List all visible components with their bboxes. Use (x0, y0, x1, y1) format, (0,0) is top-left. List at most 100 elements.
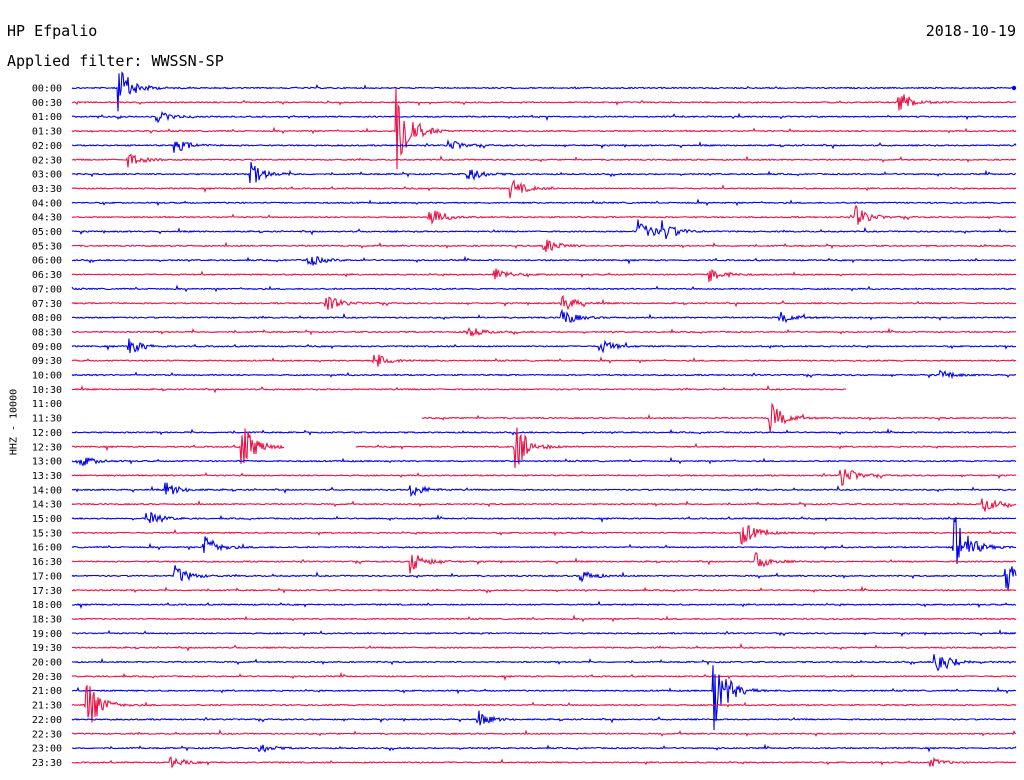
row-time-label: 08:00 (32, 313, 62, 324)
trace-line (71, 179, 1017, 199)
row-time-label: 12:30 (32, 442, 62, 453)
trace-line (71, 162, 1017, 184)
row-time-label: 07:00 (32, 284, 62, 295)
trace-line (71, 427, 1017, 469)
row-time-label: 01:30 (32, 127, 62, 138)
row-time-label: 21:00 (32, 686, 62, 697)
trace-line (71, 629, 1017, 637)
trace-line (71, 326, 1017, 337)
row-time-label: 05:00 (32, 227, 62, 238)
row-time-label: 01:00 (32, 112, 62, 123)
row-time-label: 03:00 (32, 170, 62, 181)
trace-end-marker (1011, 85, 1017, 91)
trace-line (72, 138, 1017, 153)
trace-line (71, 71, 1017, 112)
row-time-label: 16:30 (32, 557, 62, 568)
trace-line (71, 565, 1017, 591)
trace-line (72, 729, 1017, 737)
row-time-label: 22:30 (32, 729, 62, 740)
trace-line (71, 511, 1017, 524)
row-time-label: 19:30 (32, 643, 62, 654)
trace-line (421, 402, 1017, 432)
row-time-label: 22:00 (32, 715, 62, 726)
row-time-label: 17:00 (32, 571, 62, 582)
trace-line (71, 354, 1017, 367)
trace-line (71, 614, 1017, 623)
row-time-label: 20:00 (32, 658, 62, 669)
row-time-label: 11:30 (32, 414, 62, 425)
trace-line (71, 338, 1017, 354)
trace-line (71, 551, 1017, 574)
row-time-label: 15:00 (32, 514, 62, 525)
trace-line (71, 153, 1017, 168)
row-time-label: 11:00 (32, 399, 62, 410)
date-label: 2018-10-19 (925, 22, 1016, 40)
trace-line (71, 111, 1017, 124)
trace-line (71, 482, 1016, 498)
row-time-label: 16:00 (32, 543, 62, 554)
trace-line (71, 600, 1017, 610)
row-time-label: 09:30 (32, 356, 62, 367)
row-time-label: 17:30 (32, 586, 62, 597)
trace-line (71, 585, 1017, 594)
trace-line (71, 94, 1017, 111)
trace-line (71, 284, 1017, 293)
row-time-label: 19:00 (32, 629, 62, 640)
trace-line (71, 268, 1017, 282)
row-time-label: 05:30 (32, 241, 62, 252)
trace-line (71, 524, 1017, 545)
filter-label: Applied filter: WWSSN-SP (7, 52, 224, 70)
row-time-label: 09:00 (32, 342, 62, 353)
row-time-label: 06:30 (32, 270, 62, 281)
row-time-label: 03:30 (32, 184, 62, 195)
trace-line (71, 665, 1017, 731)
row-time-label: 14:00 (32, 485, 62, 496)
trace-line (71, 756, 1017, 769)
row-time-label: 20:30 (32, 672, 62, 683)
row-time-label: 06:00 (32, 256, 62, 267)
trace-line (71, 255, 1017, 266)
trace-line (71, 671, 1017, 682)
row-time-label: 04:00 (32, 198, 62, 209)
trace-line (71, 710, 1017, 726)
row-time-label: 10:30 (32, 385, 62, 396)
trace-line (72, 642, 1017, 652)
row-time-label: 18:00 (32, 600, 62, 611)
trace-line (71, 204, 1017, 226)
trace-line (71, 456, 1017, 467)
row-time-label: 02:30 (32, 155, 62, 166)
trace-line (71, 308, 1017, 324)
row-time-label: 00:00 (32, 84, 62, 95)
row-time-label: 07:30 (32, 299, 62, 310)
row-time-label: 23:30 (32, 758, 62, 769)
trace-line (71, 239, 1017, 253)
trace-line (71, 369, 1017, 380)
trace-line (71, 654, 1017, 672)
row-time-label: 13:00 (32, 457, 62, 468)
row-time-label: 14:30 (32, 500, 62, 511)
trace-line (72, 743, 1017, 753)
trace-line (71, 219, 1017, 240)
row-time-label: 10:00 (32, 371, 62, 382)
row-time-label: 00:30 (32, 98, 62, 109)
trace-line (71, 516, 1017, 565)
trace-line (71, 427, 1017, 436)
trace-line (71, 294, 1017, 311)
row-time-label: 12:00 (32, 428, 62, 439)
row-time-label: 18:30 (32, 614, 62, 625)
row-time-label: 21:30 (32, 701, 62, 712)
row-time-label: 13:30 (32, 471, 62, 482)
row-time-label: 04:30 (32, 213, 62, 224)
row-time-label: 23:00 (32, 744, 62, 755)
trace-line (71, 469, 1017, 486)
trace-line (71, 498, 1017, 512)
row-time-label: 08:30 (32, 327, 62, 338)
trace-line (71, 198, 1017, 207)
row-time-label: 02:00 (32, 141, 62, 152)
trace-line (71, 384, 847, 394)
row-time-label: 15:30 (32, 528, 62, 539)
trace-line (71, 87, 1017, 170)
trace-line (71, 685, 1017, 723)
station-title: HP Efpalio (7, 22, 98, 40)
